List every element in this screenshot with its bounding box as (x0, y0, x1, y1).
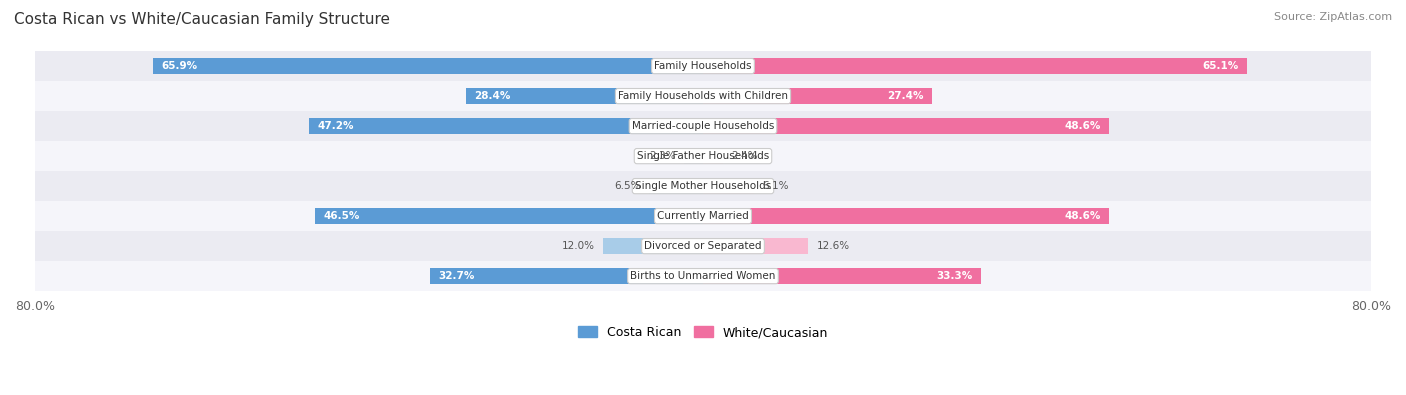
Text: 48.6%: 48.6% (1064, 121, 1101, 131)
Bar (683, 148, 703, 164)
Bar (603, 238, 703, 254)
Text: 6.1%: 6.1% (762, 181, 789, 191)
Text: 6.5%: 6.5% (614, 181, 640, 191)
Text: 65.1%: 65.1% (1202, 61, 1239, 71)
Bar (35, 111, 1371, 141)
Bar (703, 238, 808, 254)
Bar (703, 148, 723, 164)
Bar (35, 171, 1371, 201)
Text: 12.6%: 12.6% (817, 241, 849, 251)
Bar (465, 88, 703, 104)
Bar (703, 58, 1247, 74)
Text: 12.0%: 12.0% (561, 241, 595, 251)
Bar (35, 81, 1371, 111)
Bar (35, 261, 1371, 291)
Text: Single Father Households: Single Father Households (637, 151, 769, 161)
Text: 28.4%: 28.4% (474, 91, 510, 101)
Bar (309, 118, 703, 134)
Text: Currently Married: Currently Married (657, 211, 749, 221)
Bar (153, 58, 703, 74)
Text: Family Households: Family Households (654, 61, 752, 71)
Text: 2.4%: 2.4% (731, 151, 758, 161)
Text: 32.7%: 32.7% (439, 271, 475, 281)
Legend: Costa Rican, White/Caucasian: Costa Rican, White/Caucasian (574, 321, 832, 344)
Bar (430, 268, 703, 284)
Bar (703, 208, 1109, 224)
Bar (35, 231, 1371, 261)
Bar (35, 201, 1371, 231)
Text: Births to Unmarried Women: Births to Unmarried Women (630, 271, 776, 281)
Bar (703, 118, 1109, 134)
Text: Source: ZipAtlas.com: Source: ZipAtlas.com (1274, 12, 1392, 22)
Text: Family Households with Children: Family Households with Children (619, 91, 787, 101)
Bar (703, 178, 754, 194)
Text: Divorced or Separated: Divorced or Separated (644, 241, 762, 251)
Text: 2.3%: 2.3% (650, 151, 675, 161)
Bar (315, 208, 703, 224)
Bar (703, 268, 981, 284)
Text: Married-couple Households: Married-couple Households (631, 121, 775, 131)
Bar (648, 178, 703, 194)
Text: 65.9%: 65.9% (162, 61, 197, 71)
Text: 27.4%: 27.4% (887, 91, 924, 101)
Text: 33.3%: 33.3% (936, 271, 973, 281)
Bar (35, 51, 1371, 81)
Text: 47.2%: 47.2% (318, 121, 354, 131)
Bar (703, 88, 932, 104)
Text: Costa Rican vs White/Caucasian Family Structure: Costa Rican vs White/Caucasian Family St… (14, 12, 389, 27)
Text: Single Mother Households: Single Mother Households (636, 181, 770, 191)
Text: 48.6%: 48.6% (1064, 211, 1101, 221)
Bar (35, 141, 1371, 171)
Text: 46.5%: 46.5% (323, 211, 360, 221)
